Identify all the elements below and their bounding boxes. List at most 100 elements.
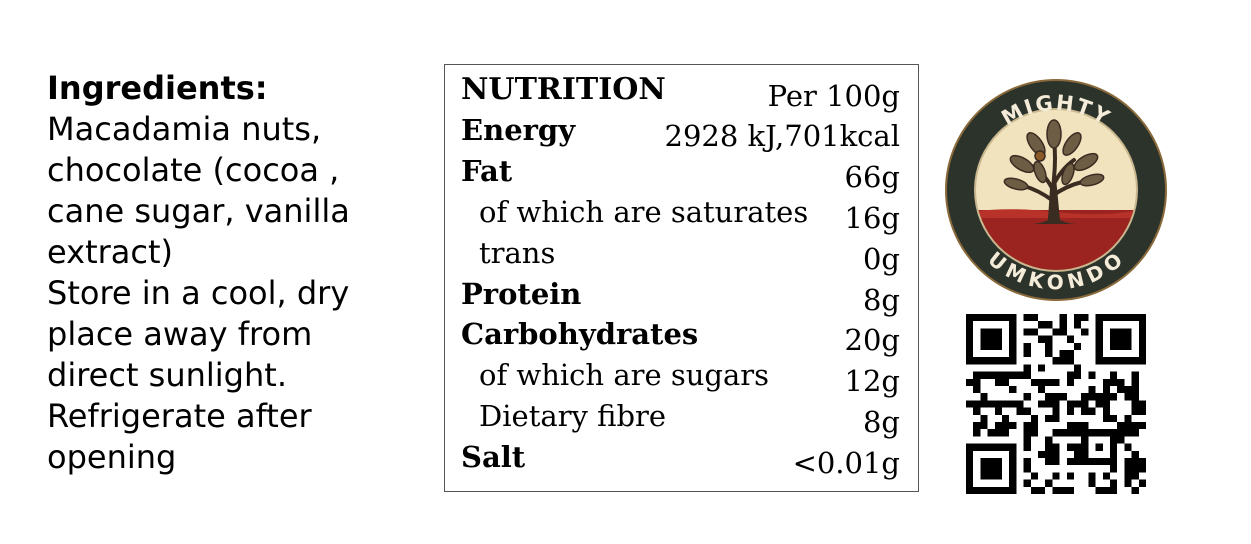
qr-module [987, 335, 995, 343]
qr-module [1023, 422, 1031, 430]
qr-module [1095, 321, 1103, 329]
qr-module [1110, 371, 1118, 379]
qr-module [1009, 350, 1017, 358]
qr-module [1102, 393, 1110, 401]
qr-module [1102, 357, 1110, 365]
qr-module [980, 371, 988, 379]
qr-module [980, 486, 988, 494]
qr-module [1066, 378, 1074, 386]
qr-module [1059, 393, 1067, 401]
qr-module [994, 378, 1002, 386]
qr-module [987, 328, 995, 336]
qr-module [1030, 378, 1038, 386]
qr-module [1088, 472, 1096, 480]
qr-module [1131, 486, 1139, 494]
qr-module [1117, 335, 1125, 343]
nutrition-row-trans: trans 0g [461, 230, 900, 276]
qr-module [1038, 486, 1046, 494]
qr-module [980, 443, 988, 451]
qr-module [987, 472, 995, 480]
qr-module [1074, 422, 1082, 430]
qr-module [1038, 400, 1046, 408]
qr-module [994, 335, 1002, 343]
qr-module [1059, 314, 1067, 322]
qr-module [1110, 378, 1118, 386]
qr-module [1066, 472, 1074, 480]
qr-module [1023, 328, 1031, 336]
qr-module [994, 458, 1002, 466]
tree-icon [1003, 119, 1105, 224]
qr-module [973, 429, 981, 437]
qr-module [1131, 458, 1139, 466]
nutrition-label: Protein [461, 277, 582, 311]
qr-module [1002, 429, 1010, 437]
nutrition-value: 12g [844, 364, 900, 398]
qr-module [1002, 378, 1010, 386]
qr-module [1009, 443, 1017, 451]
qr-module [1030, 422, 1038, 430]
qr-module [1110, 450, 1118, 458]
qr-module [1138, 314, 1146, 322]
nutrition-row-energy: Energy 2928 kJ,701kcal [461, 107, 900, 153]
qr-module [1023, 429, 1031, 437]
qr-module [1023, 407, 1031, 415]
qr-module [1102, 429, 1110, 437]
qr-module [1016, 371, 1024, 379]
qr-module [966, 335, 974, 343]
qr-module [1138, 350, 1146, 358]
nutrition-row-fat: Fat 66g [461, 148, 900, 194]
qr-module [973, 378, 981, 386]
qr-module [1045, 443, 1053, 451]
qr-module [1138, 342, 1146, 350]
qr-module [1009, 371, 1017, 379]
qr-module [1124, 414, 1132, 422]
qr-module [1131, 378, 1139, 386]
qr-module [1138, 458, 1146, 466]
qr-module [1124, 429, 1132, 437]
qr-module [1124, 335, 1132, 343]
qr-module [1066, 335, 1074, 343]
qr-module [1088, 393, 1096, 401]
qr-module [1124, 314, 1132, 322]
qr-module [1095, 357, 1103, 365]
qr-module [973, 486, 981, 494]
qr-module [987, 371, 995, 379]
qr-module [1117, 422, 1125, 430]
qr-module [1009, 335, 1017, 343]
qr-module [994, 357, 1002, 365]
qr-module [1038, 450, 1046, 458]
qr-module [1124, 458, 1132, 466]
qr-module [973, 314, 981, 322]
qr-module [1095, 328, 1103, 336]
nutrition-row-sugars: of which are sugars 12g [461, 352, 900, 398]
qr-module [1081, 393, 1089, 401]
qr-module [1059, 328, 1067, 336]
qr-module [1009, 400, 1017, 408]
qr-module [980, 335, 988, 343]
qr-module [980, 422, 988, 430]
qr-module [1081, 328, 1089, 336]
qr-module [1052, 393, 1060, 401]
ingredients-heading: Ingredients: [47, 69, 268, 107]
qr-module [1102, 472, 1110, 480]
qr-module [994, 429, 1002, 437]
qr-module [973, 400, 981, 408]
qr-module [1066, 371, 1074, 379]
qr-module [1023, 371, 1031, 379]
qr-code-icon[interactable] [966, 314, 1146, 494]
nutrition-value: 66g [844, 160, 900, 194]
nutrition-label: Carbohydrates [461, 317, 699, 351]
qr-module [1131, 393, 1139, 401]
qr-module [1038, 364, 1046, 372]
qr-module [1124, 479, 1132, 487]
qr-module [1117, 378, 1125, 386]
qr-module [1023, 458, 1031, 466]
qr-module [1110, 429, 1118, 437]
qr-module [1117, 357, 1125, 365]
qr-module [1124, 357, 1132, 365]
qr-module [1059, 321, 1067, 329]
qr-module [966, 486, 974, 494]
qr-module [1009, 328, 1017, 336]
qr-module [1052, 414, 1060, 422]
nutrition-row-fibre: Dietary fibre 8g [461, 393, 900, 439]
